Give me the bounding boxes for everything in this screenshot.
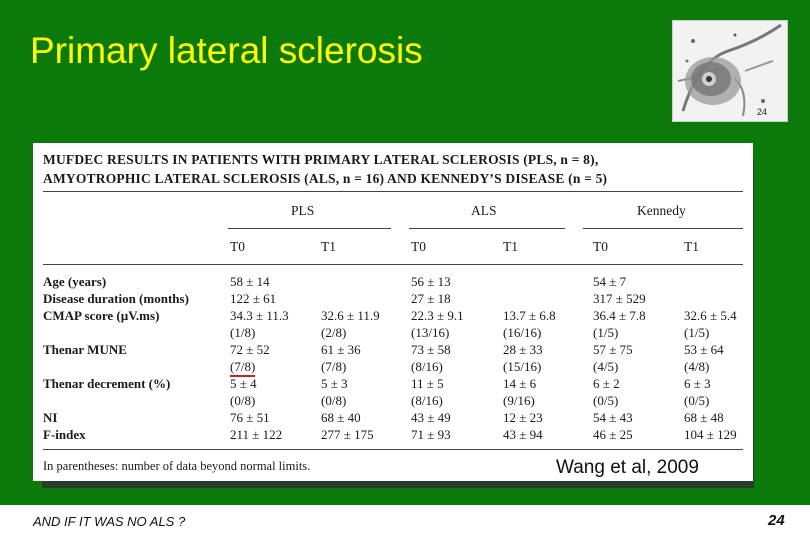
table-cell: 211 ± 122 xyxy=(230,427,283,442)
table-row: Age (years) 58 ± 14 56 ± 13 54 ± 7 xyxy=(33,274,753,291)
table-row: (0/8) (0/8) (8/16) (9/16) (0/5) (0/5) xyxy=(33,393,753,410)
table-bottom-rule xyxy=(43,449,743,450)
table-cell: (1/5) xyxy=(684,325,710,340)
table-cell: 58 ± 14 xyxy=(230,274,270,289)
table-caption: MUFDEC RESULTS IN PATIENTS WITH PRIMARY … xyxy=(43,150,743,188)
table-cell: 14 ± 6 xyxy=(503,376,537,391)
table-cell: 28 ± 33 xyxy=(503,342,543,357)
table-cell: (13/16) xyxy=(411,325,450,340)
table-cell: (9/16) xyxy=(503,393,535,408)
table-cell: 36.4 ± 7.8 xyxy=(593,308,646,323)
table-cell: 27 ± 18 xyxy=(411,291,451,306)
table-cell: 68 ± 40 xyxy=(321,410,361,425)
table-cell: 54 ± 43 xyxy=(593,410,633,425)
column-header: T0 xyxy=(230,239,245,254)
table-cell: 11 ± 5 xyxy=(411,376,444,391)
row-label: Age (years) xyxy=(43,274,107,289)
table-cell: 73 ± 58 xyxy=(411,342,451,357)
table-cell: 6 ± 2 xyxy=(593,376,620,391)
neuron-micrograph-graphic: 24 xyxy=(673,21,787,121)
row-label: Thenar MUNE xyxy=(43,342,127,357)
table-row: Thenar MUNE 72 ± 52 61 ± 36 73 ± 58 28 ±… xyxy=(33,342,753,359)
table-cell: (7/8) xyxy=(321,359,347,374)
table-cell: 5 ± 4 xyxy=(230,376,257,391)
table-cell: 32.6 ± 5.4 xyxy=(684,308,737,323)
table-cell: 5 ± 3 xyxy=(321,376,348,391)
neuron-micrograph-image: 24 xyxy=(672,20,788,122)
table-cell: 56 ± 13 xyxy=(411,274,451,289)
table-cell: 277 ± 175 xyxy=(321,427,374,442)
table-cell: 34.3 ± 11.3 xyxy=(230,308,289,323)
mufdec-results-table: MUFDEC RESULTS IN PATIENTS WITH PRIMARY … xyxy=(33,143,753,481)
table-cell: 12 ± 23 xyxy=(503,410,543,425)
table-cell: (0/8) xyxy=(321,393,347,408)
column-header: T1 xyxy=(684,239,699,254)
column-header: T0 xyxy=(411,239,426,254)
table-cell: (16/16) xyxy=(503,325,542,340)
table-cell: 76 ± 51 xyxy=(230,410,270,425)
table-row: (1/8) (2/8) (13/16) (16/16) (1/5) (1/5) xyxy=(33,325,753,342)
table-row: Thenar decrement (%) 5 ± 4 5 ± 3 11 ± 5 … xyxy=(33,376,753,393)
table-cell: (0/5) xyxy=(593,393,619,408)
table-row: F-index 211 ± 122 277 ± 175 71 ± 93 43 ±… xyxy=(33,427,753,444)
table-cell: 43 ± 94 xyxy=(503,427,543,442)
table-cell: 54 ± 7 xyxy=(593,274,627,289)
table-cell: (8/16) xyxy=(411,393,443,408)
table-cell: 104 ± 129 xyxy=(684,427,737,442)
group-header-pls: PLS xyxy=(291,203,315,218)
table-cell: (0/8) xyxy=(230,393,256,408)
group-header-als: ALS xyxy=(471,203,497,218)
table-caption-line-1: MUFDEC RESULTS IN PATIENTS WITH PRIMARY … xyxy=(43,152,599,167)
table-cell: (15/16) xyxy=(503,359,542,374)
table-cell: (4/8) xyxy=(684,359,710,374)
table-cell: 32.6 ± 11.9 xyxy=(321,308,380,323)
table-cell: 13.7 ± 6.8 xyxy=(503,308,556,323)
svg-text:24: 24 xyxy=(757,107,767,117)
table-footnote: In parentheses: number of data beyond no… xyxy=(43,459,311,473)
table-cell: (4/5) xyxy=(593,359,619,374)
group-rule-als xyxy=(409,228,565,229)
column-header: T1 xyxy=(321,239,336,254)
highlighted-cell: (7/8) xyxy=(230,359,256,377)
table-cell: 68 ± 48 xyxy=(684,410,724,425)
slide-title: Primary lateral sclerosis xyxy=(30,30,423,71)
table-cell: (1/8) xyxy=(230,325,256,340)
table-cell: (2/8) xyxy=(321,325,347,340)
table-top-rule xyxy=(43,191,743,192)
group-rule-kennedy xyxy=(583,228,743,229)
table-cell: 61 ± 36 xyxy=(321,342,361,357)
group-rule-pls xyxy=(228,228,391,229)
table-cell: 22.3 ± 9.1 xyxy=(411,308,464,323)
table-cell: 6 ± 3 xyxy=(684,376,711,391)
table-cell: 43 ± 49 xyxy=(411,410,451,425)
header-rule xyxy=(43,264,743,265)
table-row: Disease duration (months) 122 ± 61 27 ± … xyxy=(33,291,753,308)
column-header: T1 xyxy=(503,239,518,254)
row-label: CMAP score (µV.ms) xyxy=(43,308,160,323)
table-row: CMAP score (µV.ms) 34.3 ± 11.3 32.6 ± 11… xyxy=(33,308,753,325)
table-cell: 53 ± 64 xyxy=(684,342,724,357)
column-header: T0 xyxy=(593,239,608,254)
table-cell: 317 ± 529 xyxy=(593,291,646,306)
citation: Wang et al, 2009 xyxy=(556,457,699,479)
row-label: Thenar decrement (%) xyxy=(43,376,171,391)
table-row: (7/8) (7/8) (8/16) (15/16) (4/5) (4/8) xyxy=(33,359,753,377)
table-cell: 122 ± 61 xyxy=(230,291,277,306)
table-cell: (0/5) xyxy=(684,393,710,408)
footer-question: AND IF IT WAS NO ALS ? xyxy=(33,514,186,529)
row-label: NI xyxy=(43,410,58,425)
table-cell: 72 ± 52 xyxy=(230,342,270,357)
row-label: Disease duration (months) xyxy=(43,291,189,306)
table-row: NI 76 ± 51 68 ± 40 43 ± 49 12 ± 23 54 ± … xyxy=(33,410,753,427)
table-cell: (8/16) xyxy=(411,359,443,374)
page-number: 24 xyxy=(768,512,785,529)
table-cell: (1/5) xyxy=(593,325,619,340)
table-cell: 46 ± 25 xyxy=(593,427,633,442)
table-caption-line-2: AMYOTROPHIC LATERAL SCLEROSIS (ALS, n = … xyxy=(43,171,608,186)
row-label: F-index xyxy=(43,427,86,442)
table-cell: 57 ± 75 xyxy=(593,342,633,357)
group-header-kennedy: Kennedy xyxy=(637,203,686,218)
table-cell: 71 ± 93 xyxy=(411,427,451,442)
